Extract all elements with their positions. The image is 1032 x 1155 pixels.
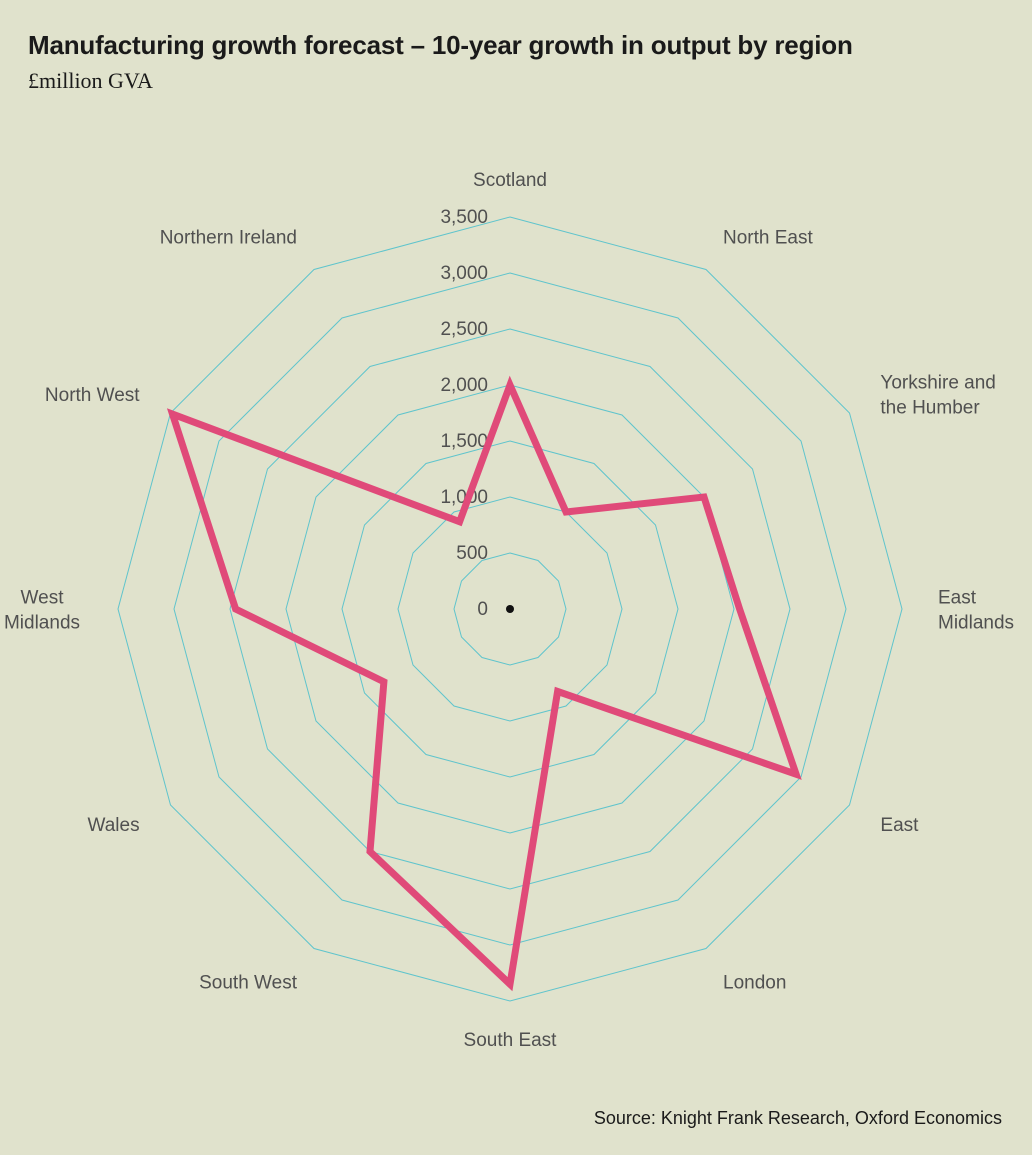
chart-title: Manufacturing growth forecast – 10-year … (28, 30, 853, 60)
category-label-west-midlands: West Midlands (4, 588, 80, 634)
tick-label-0: 0 (477, 599, 488, 620)
category-label-east-midlands: East Midlands (938, 588, 1014, 634)
category-label-wales: Wales (88, 815, 140, 836)
center-dot (506, 605, 514, 613)
category-label-south-west: South West (199, 972, 298, 993)
grid-ring-500 (453, 552, 567, 666)
source-note: Source: Knight Frank Research, Oxford Ec… (593, 1108, 1002, 1128)
series-layer (166, 375, 802, 992)
chart-subtitle: £million GVA (28, 68, 153, 93)
grid-ring-1500 (341, 440, 679, 778)
tick-label-3500: 3,500 (440, 207, 488, 228)
category-label-south-east: South East (464, 1030, 558, 1051)
grid-ring-1000 (397, 496, 623, 722)
category-label-northern-ireland: Northern Ireland (160, 228, 297, 249)
category-label-london: London (723, 972, 786, 993)
tick-label-1000: 1,000 (440, 487, 488, 508)
category-label-north-east: North East (723, 228, 813, 249)
category-label-north-west: North West (45, 385, 140, 406)
category-label-yorkshire-and-the-humber: Yorkshire and the Humber (880, 373, 995, 419)
tick-label-1500: 1,500 (440, 431, 488, 452)
grid-ring-3000 (173, 272, 847, 946)
grid-ring-2500 (229, 328, 791, 890)
tick-label-500: 500 (456, 543, 488, 564)
category-labels: Scotland North East Yorkshire and the Humbe… (4, 170, 1014, 1051)
tick-label-2000: 2,000 (440, 375, 488, 396)
tick-label-2500: 2,500 (440, 319, 488, 340)
category-label-east: East (880, 815, 919, 836)
category-label-scotland: Scotland (473, 170, 547, 191)
tick-labels: 0 500 1,000 1,500 2,000 2,500 3,000 3,500 (440, 207, 488, 620)
tick-label-3000: 3,000 (440, 263, 488, 284)
